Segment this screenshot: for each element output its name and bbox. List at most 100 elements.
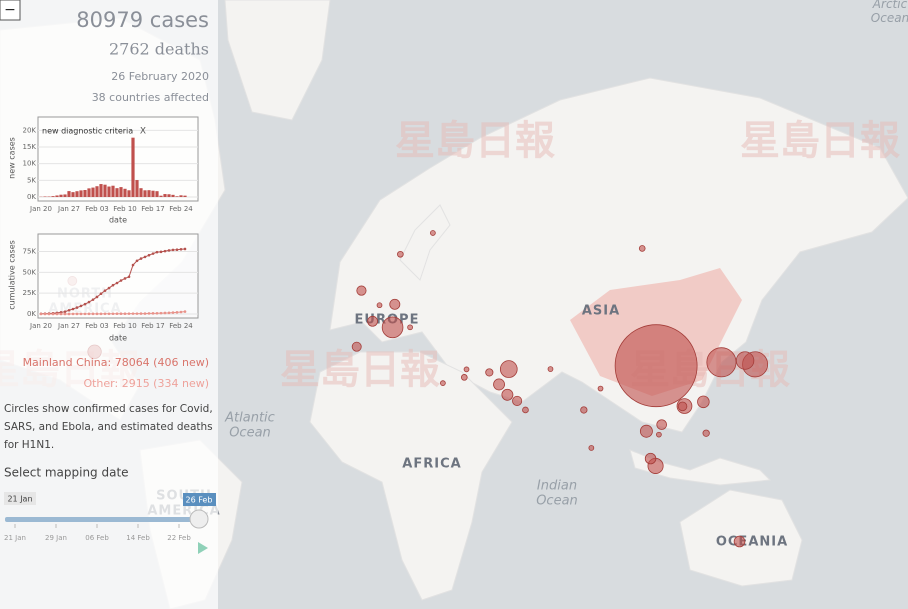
bar — [175, 196, 179, 197]
slider-tick-label: 29 Jan — [45, 534, 67, 542]
point — [151, 312, 155, 315]
point — [143, 255, 147, 259]
case-bubble — [580, 406, 588, 414]
y-tick-label: 20K — [23, 126, 37, 134]
bar — [55, 195, 59, 197]
point — [183, 247, 187, 251]
case-bubble — [588, 445, 595, 451]
case-bubble — [407, 324, 413, 331]
china-summary: Mainland China: 78064 (406 new) — [23, 356, 209, 369]
region-label: Arctic Ocean — [871, 0, 908, 25]
slider-tick-label: 22 Feb — [167, 534, 191, 542]
point — [167, 249, 171, 252]
slider-handle[interactable] — [189, 509, 209, 529]
bar — [139, 188, 143, 197]
chart-frame — [37, 116, 199, 202]
point — [79, 312, 83, 316]
bar — [159, 195, 163, 197]
bar — [151, 190, 155, 197]
point — [95, 295, 99, 299]
point — [127, 275, 131, 279]
point — [99, 312, 103, 316]
case-bubble — [512, 395, 523, 406]
point — [107, 312, 111, 316]
point — [51, 312, 55, 316]
point — [123, 277, 127, 280]
case-bubble — [367, 315, 378, 327]
play-button[interactable] — [198, 542, 208, 554]
y-tick-label: 0K — [27, 310, 36, 318]
bar — [63, 194, 67, 197]
other-summary: Other: 2915 (334 new) — [83, 377, 209, 390]
region-label: Indian Ocean — [536, 478, 578, 508]
case-bubble — [430, 230, 436, 236]
bar — [75, 191, 79, 197]
case-bubble — [638, 245, 646, 252]
point — [159, 250, 163, 254]
collapse-button[interactable] — [0, 0, 21, 21]
watermark: 星島日報 — [280, 347, 440, 393]
case-bubble — [389, 298, 401, 310]
point — [83, 302, 87, 306]
x-tick-label: Feb 17 — [141, 205, 165, 213]
point — [75, 306, 79, 309]
charts: 0K 5K 10K 15K 20K Jan 20 Jan 27 Feb 03 Feb 10 Feb… — [8, 116, 199, 343]
bar — [155, 191, 159, 197]
bar — [87, 188, 91, 197]
point — [71, 312, 75, 316]
y-tick-label: 75K — [23, 248, 37, 256]
case-bubble — [614, 324, 698, 408]
x-tick-label: Feb 10 — [113, 322, 137, 330]
bar — [67, 191, 71, 197]
point — [183, 310, 187, 313]
point — [83, 312, 87, 316]
case-bubble — [706, 347, 737, 378]
point — [147, 312, 151, 315]
x-axis-label: date — [109, 334, 127, 343]
point — [63, 310, 67, 314]
death-count: 2762 deaths — [109, 40, 209, 59]
point — [67, 308, 71, 312]
bar — [59, 194, 63, 197]
slider-ticks: 21 Jan 29 Jan 06 Feb 14 Feb 22 Feb — [4, 524, 191, 542]
point — [55, 312, 59, 316]
case-bubble — [677, 401, 688, 412]
point — [87, 300, 91, 304]
point — [175, 248, 179, 252]
annotation: new diagnostic criteria — [42, 127, 133, 136]
point — [135, 312, 139, 315]
case-bubble — [639, 424, 653, 438]
slider-start-box — [4, 492, 36, 505]
case-bubble — [644, 452, 657, 465]
y-tick-label: 25K — [23, 289, 37, 297]
case-bubble — [597, 385, 604, 392]
point — [39, 312, 43, 316]
slider-tick-label: 14 Feb — [126, 534, 150, 542]
point — [87, 312, 91, 316]
slider-current-box — [183, 493, 216, 506]
bubbles — [67, 230, 769, 548]
point — [99, 292, 103, 296]
point — [95, 312, 99, 316]
x-tick-label: Feb 10 — [113, 205, 137, 213]
slider-track[interactable] — [5, 517, 199, 522]
region-label: ASIA — [582, 304, 620, 319]
bar — [111, 185, 115, 197]
case-bubble — [460, 374, 468, 381]
slider-current: 26 Feb — [186, 496, 213, 505]
y-axis-label: cumulative cases — [8, 240, 17, 310]
x-tick-label: Feb 03 — [85, 205, 109, 213]
point — [91, 312, 95, 316]
point — [143, 312, 147, 315]
x-tick-label: Jan 27 — [57, 322, 80, 330]
case-bubble — [381, 316, 404, 339]
bar — [115, 188, 119, 197]
button-label[interactable]: − — [4, 2, 16, 18]
region-label: AFRICA — [402, 457, 461, 472]
point — [167, 311, 171, 315]
watermark: 星島日報 — [740, 118, 900, 164]
bar — [163, 194, 167, 197]
region-label: Atlantic Ocean — [224, 410, 275, 440]
bar — [71, 192, 75, 197]
